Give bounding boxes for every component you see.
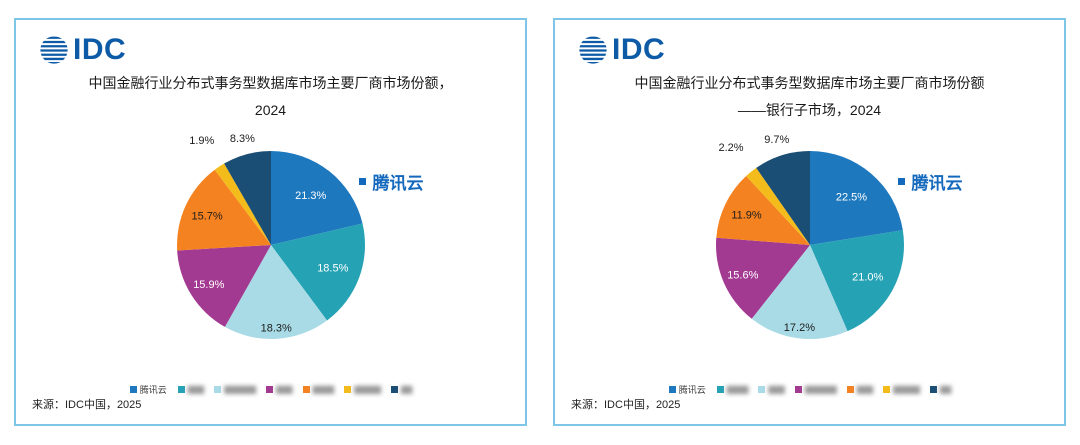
pie-slice-label-1: 21.0% [852, 272, 883, 284]
pie-slice-0 [270, 151, 362, 246]
chart-title-line2: 2024 [254, 101, 287, 118]
legend-swatch-icon [758, 386, 766, 394]
legend-swatch-icon [390, 386, 398, 394]
legend-item-2: ▇▇▇ [758, 385, 785, 395]
legend-label: ▇▇▇▇▇ [354, 385, 381, 395]
legend-swatch-icon [344, 386, 352, 394]
pie-slice-label-5: 1.9% [189, 135, 214, 147]
pie-slice-label-2: 18.3% [260, 323, 291, 335]
report-card-left: IDC 中国金融行业分布式事务型数据库市场主要厂商市场份额， 2024 21.3… [14, 18, 527, 426]
legend-label: ▇▇▇▇▇▇ [804, 385, 837, 395]
pie-slice-6 [755, 151, 810, 246]
callout-tencent-cloud: 腾讯云 [358, 169, 424, 194]
legend-item-6: ▇▇ [390, 385, 412, 395]
legend-item-1: ▇▇▇▇ [716, 385, 749, 395]
pie-slice-label-4: 11.9% [731, 209, 762, 221]
legend-item-4: ▇▇▇ [846, 385, 874, 395]
legend-swatch-icon [266, 386, 274, 394]
legend-label: ▇▇▇ [187, 385, 205, 395]
legend-swatch-icon [214, 386, 222, 394]
pie-slice-label-0: 22.5% [835, 192, 866, 204]
idc-logo: IDC [38, 34, 509, 66]
legend-item-3: ▇▇▇ [266, 385, 293, 395]
pie-slice-1 [809, 230, 904, 332]
legend-item-5: ▇▇▇▇▇ [883, 385, 920, 395]
legend-item-3: ▇▇▇▇▇▇ [794, 385, 837, 395]
legend-item-0: 腾讯云 [668, 383, 706, 396]
callout-label: 腾讯云 [911, 174, 963, 194]
pie-slice-4 [715, 176, 810, 246]
chart-legend: 腾讯云▇▇▇▇▇▇▇▇▇▇▇▇▇▇▇▇▇▇▇▇▇▇▇ [32, 383, 509, 396]
pie-slice-label-3: 15.9% [193, 279, 224, 291]
legend-label: ▇▇ [939, 385, 951, 395]
pie-chart-area: 22.5% 21.0% 17.2% 15.6% 11.9% 2.2% 9.7% 腾讯云 [571, 125, 1048, 377]
chart-legend: 腾讯云▇▇▇▇▇▇▇▇▇▇▇▇▇▇▇▇▇▇▇▇▇▇▇ [571, 383, 1048, 396]
idc-logo: IDC [577, 34, 1048, 66]
pie-slice-2 [751, 245, 848, 340]
pie-slice-label-3: 15.6% [727, 270, 758, 282]
legend-swatch-icon [177, 386, 185, 394]
legend-label: ▇▇▇▇ [312, 385, 335, 395]
legend-swatch-icon [668, 386, 676, 394]
legend-label: ▇▇▇ [856, 385, 874, 395]
legend-item-1: ▇▇▇ [177, 385, 205, 395]
legend-swatch-icon [883, 386, 891, 394]
legend-label: ▇▇▇▇▇▇ [224, 385, 256, 395]
pie-chart-svg: 22.5% 21.0% 17.2% 15.6% 11.9% 2.2% 9.7% [715, 134, 904, 340]
chart-title: 中国金融行业分布式事务型数据库市场主要厂商市场份额， 2024 [32, 70, 509, 123]
pie-slice-4 [176, 169, 271, 251]
idc-globe-icon [40, 36, 68, 64]
pie-slice-label-5: 2.2% [718, 142, 743, 154]
pie-slice-label-0: 21.3% [295, 190, 326, 202]
pie-slice-0 [809, 151, 903, 246]
pie-slice-2 [224, 245, 327, 340]
legend-swatch-icon [129, 386, 137, 394]
source-note: 来源：IDC中国，2025 [571, 399, 681, 411]
idc-logo-text: IDC [612, 33, 666, 66]
legend-item-4: ▇▇▇▇ [302, 385, 335, 395]
legend-swatch-icon [846, 386, 854, 394]
pie-slice-1 [270, 223, 365, 321]
legend-swatch-icon [716, 386, 724, 394]
chart-title: 中国金融行业分布式事务型数据库市场主要厂商市场份额 ——银行子市场，2024 [571, 70, 1048, 123]
legend-item-2: ▇▇▇▇▇▇ [214, 385, 256, 395]
legend-item-0: 腾讯云 [129, 383, 167, 396]
pie-slice-3 [176, 245, 271, 328]
callout-square-icon [358, 178, 366, 186]
chart-title-line1: 中国金融行业分布式事务型数据库市场主要厂商市场份额， [88, 75, 453, 91]
pie-slice-label-6: 8.3% [229, 133, 254, 145]
legend-label: ▇▇▇ [768, 385, 785, 395]
report-card-right: IDC 中国金融行业分布式事务型数据库市场主要厂商市场份额 ——银行子市场，20… [553, 18, 1066, 426]
pie-slice-label-6: 9.7% [764, 134, 789, 146]
pie-chart-svg: 21.3% 18.5% 18.3% 15.9% 15.7% 1.9% 8.3% [176, 133, 365, 340]
callout-label: 腾讯云 [372, 174, 424, 194]
legend-label: ▇▇▇▇ [726, 385, 749, 395]
pie-slice-5 [745, 168, 810, 246]
legend-item-6: ▇▇ [929, 385, 951, 395]
pie-slice-label-1: 18.5% [317, 263, 348, 275]
pie-slice-label-4: 15.7% [191, 210, 222, 222]
legend-label: 腾讯云 [678, 385, 706, 396]
legend-item-5: ▇▇▇▇▇ [344, 385, 381, 395]
panels-container: IDC 中国金融行业分布式事务型数据库市场主要厂商市场份额， 2024 21.3… [14, 18, 1066, 426]
callout-square-icon [897, 178, 905, 186]
legend-label: ▇▇ [400, 385, 412, 395]
legend-label: 腾讯云 [139, 385, 167, 396]
pie-slice-5 [214, 163, 271, 246]
chart-title-line1: 中国金融行业分布式事务型数据库市场主要厂商市场份额 [634, 75, 985, 91]
pie-slice-3 [715, 237, 810, 319]
chart-title-line2: ——银行子市场，2024 [737, 101, 882, 118]
idc-globe-icon [579, 36, 607, 64]
legend-swatch-icon [794, 386, 802, 394]
pie-chart-area: 21.3% 18.5% 18.3% 15.9% 15.7% 1.9% 8.3% 腾讯云 [32, 125, 509, 377]
legend-swatch-icon [302, 386, 310, 394]
source-note: 来源：IDC中国，2025 [32, 399, 142, 411]
legend-label: ▇▇▇▇▇ [893, 385, 920, 395]
legend-swatch-icon [929, 386, 937, 394]
callout-tencent-cloud: 腾讯云 [897, 169, 963, 194]
legend-label: ▇▇▇ [276, 385, 293, 395]
pie-slice-label-2: 17.2% [783, 322, 814, 334]
idc-logo-text: IDC [73, 33, 127, 66]
pie-slice-6 [223, 151, 271, 246]
